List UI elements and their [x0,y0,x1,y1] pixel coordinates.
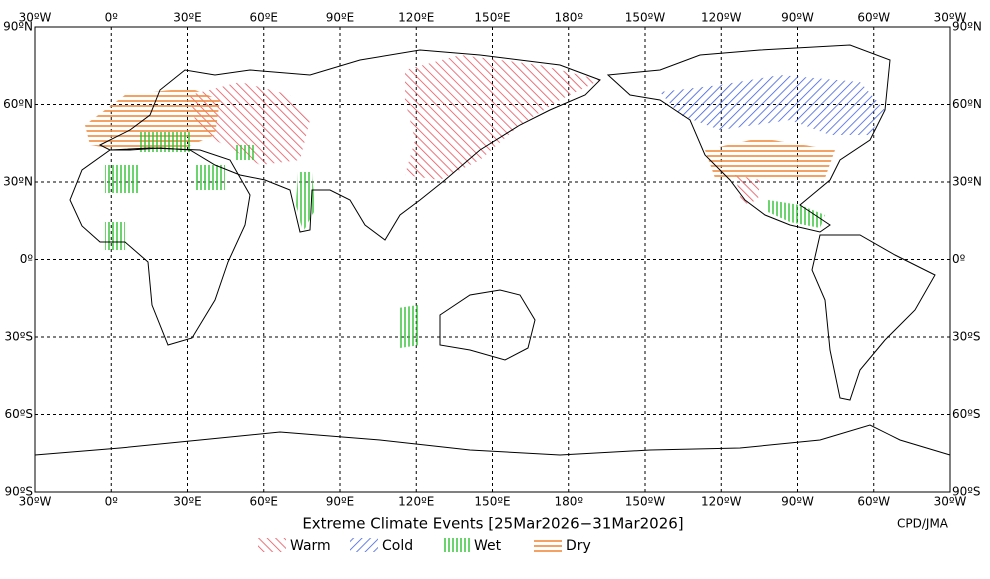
warm-area [190,82,310,165]
coast-antarctica [34,424,951,456]
lon-label-top: 60ºE [249,11,278,25]
wet-area [105,165,140,193]
coast-australia [439,289,536,361]
coast-africa [69,147,251,346]
graticule-labels: 30ºW 30ºW 0º 0º 30ºE 30ºE 60ºE 60ºE 90ºE 90ºE 120º… [3,11,982,509]
lon-label-bottom: 90ºE [326,495,355,509]
lat-label-right: 30ºN [952,175,982,189]
lat-label-right: 60ºS [952,407,981,421]
lon-label-top: 30ºW [19,11,52,25]
legend-label: Dry [566,538,591,554]
lat-label-right: 60ºN [952,97,982,111]
lon-label-bottom: 150ºE [474,495,510,509]
wet-area [195,165,225,190]
lon-label-bottom: 90ºW [781,495,814,509]
lon-label-top: 180º [554,11,583,25]
lat-label-left: 60ºS [4,407,33,421]
lon-label-bottom: 150ºW [625,495,666,509]
lat-label-right: 30ºS [952,330,981,344]
lat-label-left: 30ºN [3,175,33,189]
lon-label-top: 30ºE [173,11,202,25]
lon-label-bottom: 30ºW [19,495,52,509]
dry-area [705,138,835,180]
legend: Warm Cold Wet Dry [258,538,591,554]
legend-swatch [534,538,562,552]
lat-label-right: 90ºN [952,20,982,34]
wet-area [235,145,255,160]
lon-label-bottom: 180º [554,495,583,509]
legend-label: Warm [290,538,331,554]
legend-label: Wet [474,538,502,554]
cold-area [660,75,885,135]
lat-label-right: 90ºS [952,485,981,499]
wet-area [398,305,420,348]
lon-label-top: 90ºE [326,11,355,25]
legend-swatch [258,538,286,552]
event-areas [85,55,885,348]
lon-label-top: 120ºW [701,11,742,25]
lat-label-right: 0º [952,252,966,266]
wet-area [105,222,125,250]
map-title: Extreme Climate Events [25Mar2026−31Mar2… [302,515,683,533]
coast-south-america [811,234,936,401]
coast-eurasia [98,49,601,241]
lon-label-top: 150ºE [474,11,510,25]
coastlines [34,44,951,456]
credit: CPD/JMA [897,517,949,531]
lon-label-bottom: 30ºW [934,495,967,509]
lon-label-bottom: 120ºE [398,495,434,509]
lon-label-top: 120ºE [398,11,434,25]
lon-label-top: 150ºW [625,11,666,25]
wet-area [768,200,825,228]
lat-label-left: 90ºS [4,485,33,499]
lon-label-top: 0º [105,11,119,25]
lon-label-top: 30ºW [934,11,967,25]
lon-label-bottom: 0º [105,495,119,509]
coast-north-america [606,44,891,233]
lat-label-left: 0º [20,252,34,266]
wet-area [138,132,190,152]
warm-area [405,55,600,180]
legend-swatch [442,538,470,552]
legend-swatch [350,538,378,552]
lon-label-bottom: 60ºW [857,495,890,509]
lat-label-left: 90ºN [3,20,33,34]
warm-area [735,175,760,205]
lon-label-top: 60ºW [857,11,890,25]
lon-label-bottom: 120ºW [701,495,742,509]
lon-label-bottom: 30ºE [173,495,202,509]
legend-label: Cold [382,538,413,554]
lon-label-bottom: 60ºE [249,495,278,509]
lat-label-left: 60ºN [3,97,33,111]
lat-label-left: 30ºS [4,330,33,344]
lon-label-top: 90ºW [781,11,814,25]
